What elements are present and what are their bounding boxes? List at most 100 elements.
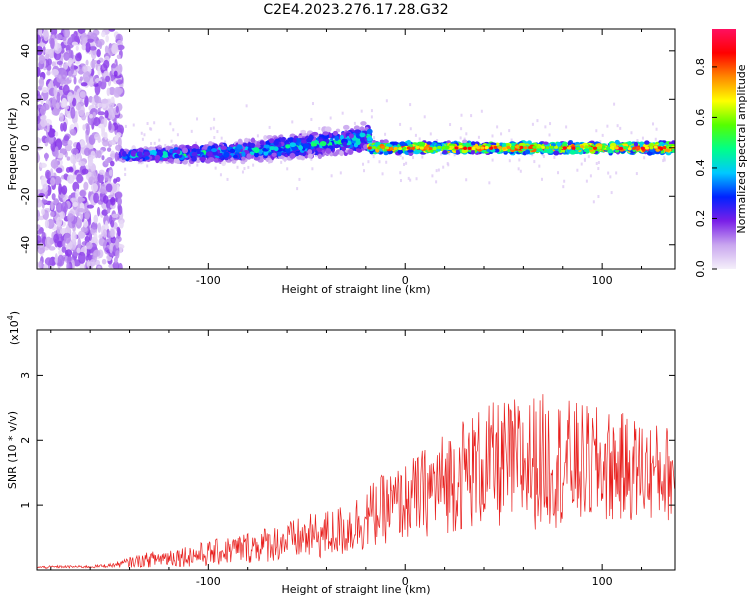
spectrogram-cell xyxy=(83,181,89,191)
spectrogram-cell xyxy=(630,131,633,135)
spectrogram-cell xyxy=(461,149,468,154)
spectrogram-cell xyxy=(72,201,78,207)
spectrogram-cell xyxy=(453,153,456,157)
spectrogram-cell xyxy=(55,167,63,174)
spectrogram-cell xyxy=(67,70,73,77)
spectrogram-cell xyxy=(98,169,105,175)
spectrogram-cell xyxy=(51,193,56,201)
spectrogram-ridge-cell xyxy=(623,145,628,150)
spectrogram-cell xyxy=(100,98,109,104)
snr-frame xyxy=(36,329,676,571)
spectrogram-cell xyxy=(382,139,389,145)
spectrogram-cell xyxy=(104,45,109,54)
spectrogram-cell xyxy=(311,102,314,106)
spectrogram-cell xyxy=(81,32,88,45)
spectrogram-cell xyxy=(68,49,73,60)
spectrogram-cell xyxy=(220,145,228,150)
spectrogram-cell xyxy=(247,165,250,169)
spectrogram-cell xyxy=(563,179,566,183)
spectrogram-cell xyxy=(158,138,161,142)
colorbar-tick-label: 0.6 xyxy=(694,109,707,127)
spectrogram-cell xyxy=(93,116,101,127)
spectrogram-cell xyxy=(94,176,98,185)
spectrogram-ridge-cell xyxy=(536,145,541,149)
spectrogram-cell xyxy=(86,123,90,136)
spectrogram-cell xyxy=(44,219,50,229)
spectrogram-cell xyxy=(330,174,333,178)
spectrogram-cell xyxy=(191,143,199,150)
spectrogram-cell xyxy=(90,183,99,193)
spectrogram-cell xyxy=(111,63,117,69)
spectrogram-cell xyxy=(360,121,367,126)
spectrogram-cell xyxy=(243,137,249,144)
spectrogram-cell xyxy=(101,258,107,265)
spectrogram-cell xyxy=(437,168,440,172)
spectrogram-cell xyxy=(54,34,63,41)
spectrogram-cell xyxy=(115,184,120,194)
spectrogram-ridge-cell xyxy=(593,146,598,150)
spectrogram-cell xyxy=(399,171,402,175)
spectrogram-cell xyxy=(633,141,639,147)
spectrogram-cell xyxy=(154,154,161,161)
spectrogram-cell xyxy=(99,41,103,50)
spectrogram-cell xyxy=(263,135,268,141)
spectrogram-cell xyxy=(108,120,112,131)
spectrogram-ridge-cell xyxy=(424,146,429,150)
spectrogram-cell xyxy=(370,115,373,119)
spectrogram-cell xyxy=(56,216,63,227)
spectrogram-cell xyxy=(353,125,360,131)
spectrogram-cell xyxy=(58,183,63,195)
spectrogram-cell xyxy=(63,135,70,142)
spectrogram-cell xyxy=(213,136,216,140)
spectrogram-cell xyxy=(259,140,265,146)
spectrogram-cell xyxy=(55,102,60,109)
spectrogram-cell xyxy=(93,249,101,257)
spectrogram-cell xyxy=(104,158,109,165)
spectrogram-cell xyxy=(63,51,70,61)
spectrogram-cell xyxy=(214,166,217,170)
spectrogram-cell xyxy=(232,154,238,159)
spectrogram-cell xyxy=(341,146,346,152)
spectrogram-cell xyxy=(406,149,414,153)
spectrogram-cell xyxy=(569,149,577,155)
spectrogram-ridge-cell xyxy=(523,146,528,150)
spectrogram-cell xyxy=(62,84,70,96)
spectrogram-cell xyxy=(104,220,109,231)
spectrogram-cell xyxy=(84,211,90,220)
spectrogram-cell xyxy=(291,120,294,124)
spectrogram-cell xyxy=(301,139,307,144)
spectrogram-cell xyxy=(334,135,340,141)
spectrogram-cell xyxy=(310,117,313,121)
spectrogram-cell xyxy=(96,102,104,108)
spectrogram-cell xyxy=(108,169,113,177)
spectrogram-cell xyxy=(209,127,212,131)
spectrogram-cell xyxy=(110,96,115,103)
spectrogram-cell xyxy=(54,131,59,137)
x-tick-label: -100 xyxy=(196,575,221,588)
spectrogram-cell xyxy=(310,142,318,147)
colorbar-tick-label: 0.2 xyxy=(694,210,707,228)
spectrogram-ridge-cell xyxy=(389,147,394,151)
spectrogram-cell xyxy=(92,111,96,118)
spectrogram-cell xyxy=(115,249,120,259)
spectrogram-cell xyxy=(97,222,102,233)
spectrogram-cell xyxy=(37,66,41,77)
spectrogram-cell xyxy=(76,173,84,184)
spectrogram-cell xyxy=(82,65,88,73)
spectrogram-cell xyxy=(636,139,639,143)
spectrogram-cell xyxy=(562,185,565,189)
spectrogram-cell xyxy=(426,141,432,145)
spectrogram-ridge-cell xyxy=(506,145,511,150)
spectrogram-cell xyxy=(367,136,373,142)
spectrogram-cell xyxy=(101,209,109,216)
spectrogram-cell xyxy=(401,156,404,160)
spectrogram-cell xyxy=(62,63,69,70)
spectrogram-cell xyxy=(81,168,89,175)
spectrogram-ridge-cell xyxy=(419,146,424,150)
spectrogram-ridge-cell xyxy=(658,146,663,150)
spectrogram-cell xyxy=(317,147,322,153)
spectrogram-cell xyxy=(325,148,332,155)
spectrogram-cell xyxy=(153,121,156,125)
spectrogram-cell xyxy=(82,124,86,131)
spectrogram-cell xyxy=(236,165,239,169)
